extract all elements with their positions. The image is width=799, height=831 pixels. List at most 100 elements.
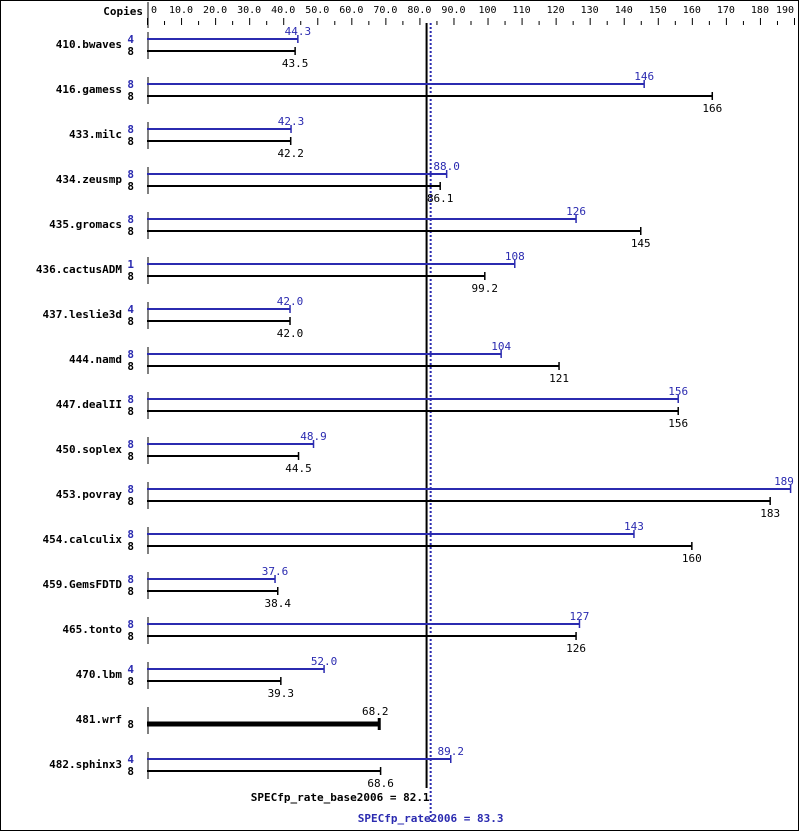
benchmark-name: 481.wrf <box>76 713 122 726</box>
benchmark-name: 450.soplex <box>56 443 123 456</box>
peak-copies: 8 <box>127 78 134 91</box>
tick-label: 0 <box>151 5 157 16</box>
peak-value-label: 88.0 <box>433 160 460 173</box>
tick-label: 190 <box>776 5 794 16</box>
peak-copies: 8 <box>127 438 134 451</box>
base-value-label: 39.3 <box>268 687 295 700</box>
benchmark-name: 437.leslie3d <box>43 308 122 321</box>
peak-value-label: 143 <box>624 520 644 533</box>
base-copies: 8 <box>127 630 134 643</box>
benchmark-name: 454.calculix <box>43 533 123 546</box>
base-value-label: 166 <box>702 102 722 115</box>
peak-copies: 8 <box>127 123 134 136</box>
base-copies: 8 <box>127 540 134 553</box>
base-value-label: 121 <box>549 372 569 385</box>
benchmark-name: 434.zeusmp <box>56 173 123 186</box>
base-value-label: 38.4 <box>265 597 292 610</box>
benchmark-name: 436.cactusADM <box>36 263 122 276</box>
base-value-label: 86.1 <box>427 192 454 205</box>
peak-value-label: 37.6 <box>262 565 289 578</box>
base-copies: 8 <box>127 585 134 598</box>
tick-label: 60.0 <box>339 5 363 16</box>
base-copies: 8 <box>127 180 134 193</box>
benchmark-name: 459.GemsFDTD <box>43 578 123 591</box>
tick-label: 10.0 <box>169 5 193 16</box>
peak-copies: 8 <box>127 483 134 496</box>
peak-value-label: 126 <box>566 205 586 218</box>
peak-value-label: 52.0 <box>311 655 338 668</box>
base-value-label: 156 <box>668 417 688 430</box>
tick-label: 120 <box>547 5 565 16</box>
benchmark-name: 482.sphinx3 <box>49 758 122 771</box>
peak-value-label: 146 <box>634 70 654 83</box>
tick-label: 180 <box>751 5 769 16</box>
benchmark-name: 410.bwaves <box>56 38 122 51</box>
tick-label: 50.0 <box>305 5 329 16</box>
tick-label: 90.0 <box>441 5 465 16</box>
peak-copies: 4 <box>127 753 134 766</box>
base-copies: 8 <box>127 360 134 373</box>
benchmark-name: 453.povray <box>56 488 123 501</box>
base-copies: 8 <box>127 765 134 778</box>
axis-label: Copies <box>103 5 143 18</box>
base-mean-label: SPECfp_rate_base2006 = 82.1 <box>251 791 430 804</box>
peak-copies: 8 <box>127 213 134 226</box>
tick-label: 30.0 <box>237 5 261 16</box>
peak-copies: 4 <box>127 303 134 316</box>
base-value-label: 183 <box>760 507 780 520</box>
peak-copies: 4 <box>127 663 134 676</box>
tick-label: 20.0 <box>203 5 227 16</box>
base-value-label: 42.0 <box>277 327 304 340</box>
base-value-label: 160 <box>682 552 702 565</box>
benchmark-name: 433.milc <box>69 128 122 141</box>
base-copies: 8 <box>127 90 134 103</box>
peak-copies: 8 <box>127 168 134 181</box>
base-copies: 8 <box>127 135 134 148</box>
base-copies: 8 <box>127 718 134 731</box>
peak-copies: 8 <box>127 573 134 586</box>
peak-value-label: 189 <box>774 475 794 488</box>
peak-copies: 8 <box>127 528 134 541</box>
base-value-label: 44.5 <box>285 462 312 475</box>
peak-copies: 8 <box>127 618 134 631</box>
base-copies: 8 <box>127 315 134 328</box>
tick-label: 130 <box>581 5 599 16</box>
tick-label: 80.0 <box>407 5 431 16</box>
tick-label: 150 <box>649 5 667 16</box>
peak-copies: 4 <box>127 33 134 46</box>
peak-value-label: 156 <box>668 385 688 398</box>
base-copies: 8 <box>127 450 134 463</box>
base-value-label: 145 <box>631 237 651 250</box>
peak-value-label: 42.0 <box>277 295 304 308</box>
base-value-label: 126 <box>566 642 586 655</box>
tick-label: 170 <box>717 5 735 16</box>
peak-mean-label: SPECfp_rate2006 = 83.3 <box>358 812 504 825</box>
benchmark-name: 465.tonto <box>62 623 122 636</box>
tick-label: 70.0 <box>373 5 397 16</box>
peak-copies: 1 <box>127 258 134 271</box>
peak-value-label: 44.3 <box>285 25 312 38</box>
base-copies: 8 <box>127 270 134 283</box>
base-value-label: 43.5 <box>282 57 309 70</box>
tick-label: 160 <box>683 5 701 16</box>
base-copies: 8 <box>127 45 134 58</box>
tick-label: 40.0 <box>271 5 295 16</box>
base-copies: 8 <box>127 225 134 238</box>
base-copies: 8 <box>127 495 134 508</box>
peak-copies: 8 <box>127 348 134 361</box>
tick-label: 140 <box>615 5 633 16</box>
base-value-label: 68.2 <box>362 705 389 718</box>
base-value-label: 68.6 <box>367 777 394 790</box>
benchmark-name: 447.dealII <box>56 398 122 411</box>
benchmark-name: 444.namd <box>69 353 122 366</box>
peak-value-label: 108 <box>505 250 525 263</box>
tick-label: 100 <box>478 5 496 16</box>
tick-label: 110 <box>513 5 531 16</box>
peak-value-label: 89.2 <box>437 745 464 758</box>
peak-value-label: 127 <box>570 610 590 623</box>
benchmark-name: 470.lbm <box>76 668 123 681</box>
benchmark-name: 416.gamess <box>56 83 122 96</box>
base-value-label: 42.2 <box>277 147 304 160</box>
